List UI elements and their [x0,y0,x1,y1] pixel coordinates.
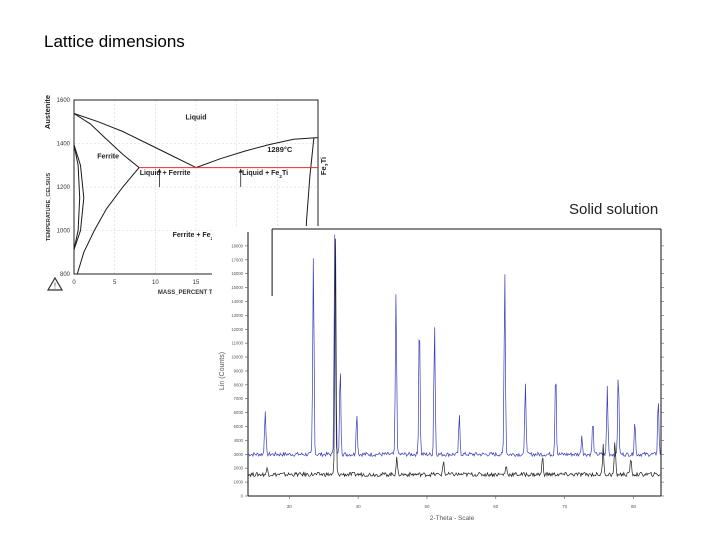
phase-boundary-gamma-loop-inner [73,144,81,250]
eutectic-temperature-label: 1289°C [267,145,293,154]
region-arrowhead [157,168,162,173]
xrd-background [212,226,670,526]
phase-boundary-liquidus-left [73,113,197,169]
xrd-x-tick-label: 70 [562,504,568,509]
xrd-x-tick-label: 30 [287,504,293,509]
xrd-y-tick-label: 14000 [231,299,243,304]
xrd-frame [247,228,662,497]
xrd-y-tick-label: 3000 [234,452,244,457]
phase-boundaries [73,113,319,275]
xrd-x-tick-label: 40 [356,504,362,509]
xrd-x-tick-label: 80 [631,504,637,509]
xrd-x-tick-label: 60 [493,504,499,509]
phase-x-tick-label: 15 [193,280,200,286]
svg-text:!: ! [54,282,56,291]
phase-region-label: Liquid [186,115,207,122]
xrd-y-tick-label: 9000 [234,368,244,373]
phase-region-label: Liquid + Fe2Ti [242,170,288,180]
xrd-patterns [247,234,661,478]
xrd-series-1 [247,238,661,478]
xrd-y-tick-label: 8000 [234,382,244,387]
phase-y-tick-label: 1200 [57,185,71,191]
phase-y-tick-label: 1000 [57,229,71,235]
xrd-y-tick-label: 10000 [231,355,243,360]
xrd-y-tick-label: 17000 [231,257,243,262]
xrd-y-tick-label: 13000 [231,313,243,318]
xrd-title: Solid solution [569,201,659,218]
phase-y-tick-label: 1400 [57,142,71,148]
xrd-y-tick-label: 7000 [234,396,244,401]
slide-title: Lattice dimensions [44,32,185,51]
phase-region-label: Ferrite [97,154,119,161]
xrd-y-tick-label: 18000 [231,243,243,248]
xrd-series-0 [247,234,661,458]
xrd-y-tick-label: 4000 [234,438,244,443]
region-arrowhead [238,168,243,173]
xrd-y-tick-label: 12000 [231,327,243,332]
xrd-y-tick-label: 0 [241,494,244,499]
xrd-y-axis-label: Lin (Counts) [219,352,226,390]
xrd-y-tick-label: 2000 [234,466,244,471]
xrd-y-tick-label: 16000 [231,271,243,276]
xrd-y-tick-label: 15000 [231,285,243,290]
phase-y-tick-label: 1600 [57,98,71,104]
phase-x-tick-label: 10 [152,280,159,286]
phase-boundary-gamma-loop-outer [73,144,85,250]
xrd-x-axis-label: 2-Theta - Scale [430,515,475,522]
xrd-ticks: 0 1000 2000 3000 4000 5000 6000 7000 8000 9000 100… [219,243,664,522]
xrd-y-tick-label: 5000 [234,424,244,429]
xrd-x-tick-label: 50 [424,504,430,509]
phase-boundary-liquidus-right [195,137,319,169]
phase-left-label: Austenite [43,95,52,129]
phase-y-tick-label: 800 [60,272,71,278]
phase-x-tick-label: 5 [113,280,117,286]
phase-frame [73,99,319,275]
phase-boundary-solvus-ferrite [76,167,140,275]
phase-x-axis-label: MASS_PERCENT Ti [158,290,215,296]
phase-x-tick-label: 0 [72,280,76,286]
phase-region-label: Liquid + Ferrite [140,170,191,177]
xrd-chart: 0 1000 2000 3000 4000 5000 6000 7000 8000 9000 100… [212,226,670,526]
xrd-y-tick-label: 6000 [234,410,244,415]
phase-y-axis-label: TEMPERATURE_CELSIUS [46,172,52,241]
xrd-y-tick-label: 11000 [232,341,244,346]
phase-plot-frame [73,99,319,275]
warning-icon: ! [46,276,64,291]
phase-boundary-solidus-ferrite [73,113,140,168]
xrd-y-tick-label: 1000 [234,480,244,485]
phase-right-label: Fe2Ti [319,157,328,175]
